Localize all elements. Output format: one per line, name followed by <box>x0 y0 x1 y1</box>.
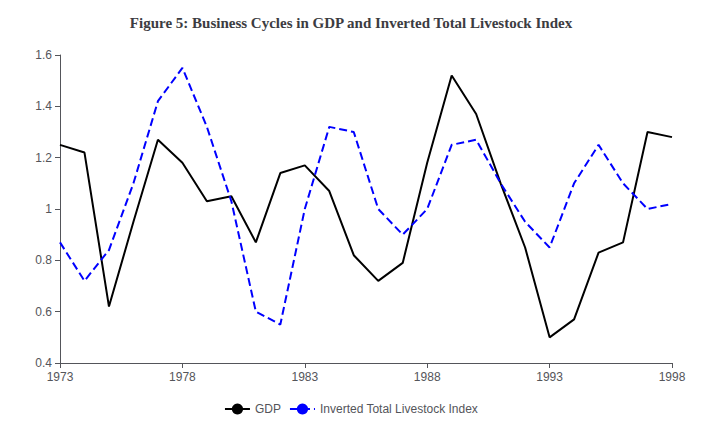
svg-text:1998: 1998 <box>659 370 686 384</box>
svg-text:1978: 1978 <box>169 370 196 384</box>
svg-text:GDP: GDP <box>255 402 281 416</box>
svg-text:1.4: 1.4 <box>35 99 52 113</box>
svg-text:1.2: 1.2 <box>35 151 52 165</box>
svg-text:Figure 5: Business Cycles in G: Figure 5: Business Cycles in GDP and Inv… <box>130 15 573 31</box>
svg-text:0.4: 0.4 <box>35 356 52 370</box>
svg-text:0.6: 0.6 <box>35 305 52 319</box>
svg-text:0.8: 0.8 <box>35 253 52 267</box>
svg-text:1983: 1983 <box>291 370 318 384</box>
svg-text:1973: 1973 <box>47 370 74 384</box>
svg-text:1988: 1988 <box>414 370 441 384</box>
svg-text:1: 1 <box>45 202 52 216</box>
svg-text:1993: 1993 <box>536 370 563 384</box>
svg-text:Inverted Total Livestock Index: Inverted Total Livestock Index <box>320 402 478 416</box>
svg-text:1.6: 1.6 <box>35 48 52 62</box>
